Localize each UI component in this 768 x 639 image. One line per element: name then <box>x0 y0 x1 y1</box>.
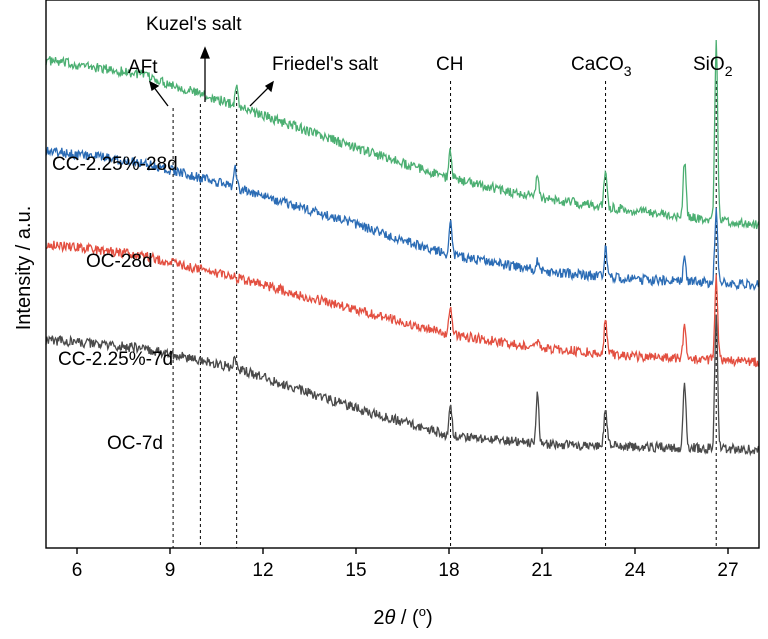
series-line <box>45 39 760 230</box>
series-line <box>45 146 760 291</box>
x-tick-label: 24 <box>624 560 646 581</box>
arrow-friedel <box>249 85 271 107</box>
series-line <box>45 240 759 368</box>
series-label-oc-7d: OC-7d <box>107 433 163 454</box>
y-axis-label: Intensity / a.u. <box>13 206 35 331</box>
x-tick-label: 6 <box>72 560 83 581</box>
x-tick-label: 21 <box>531 560 552 581</box>
arrow-aft <box>152 85 169 107</box>
series-label-cc-28d: CC-2.25%-28d <box>52 154 178 175</box>
x-tick-label: 12 <box>252 560 273 581</box>
x-tick-label: 9 <box>165 560 176 581</box>
plot-frame <box>45 0 760 549</box>
x-tick-label: 15 <box>345 560 366 581</box>
series-line <box>45 314 760 457</box>
reference-lines <box>172 81 717 548</box>
series-layer <box>45 39 760 457</box>
x-axis-ticks: 6 9 12 15 18 21 24 27 <box>72 548 739 581</box>
series-label-oc-28d: OC-28d <box>86 251 153 272</box>
annotation-friedel-salt: Friedel's salt <box>272 54 379 75</box>
x-tick-label: 18 <box>438 560 459 581</box>
x-tick-label: 27 <box>717 560 738 581</box>
arrowhead-friedel <box>264 80 274 93</box>
annotation-ch: CH <box>436 54 463 75</box>
x-axis-label: 2θ / (o) <box>373 604 432 629</box>
series-label-cc-7d: CC-2.25%-7d <box>58 349 173 370</box>
annotation-sio2: SiO2 <box>693 54 733 79</box>
arrowhead-aft <box>149 80 160 92</box>
annotation-caco3: CaCO3 <box>571 54 632 79</box>
arrowhead-kuzel <box>200 46 210 59</box>
annotation-arrows <box>149 46 274 107</box>
annotation-kuzel-salt: Kuzel's salt <box>146 14 242 35</box>
annotation-aft: AFt <box>128 57 158 78</box>
